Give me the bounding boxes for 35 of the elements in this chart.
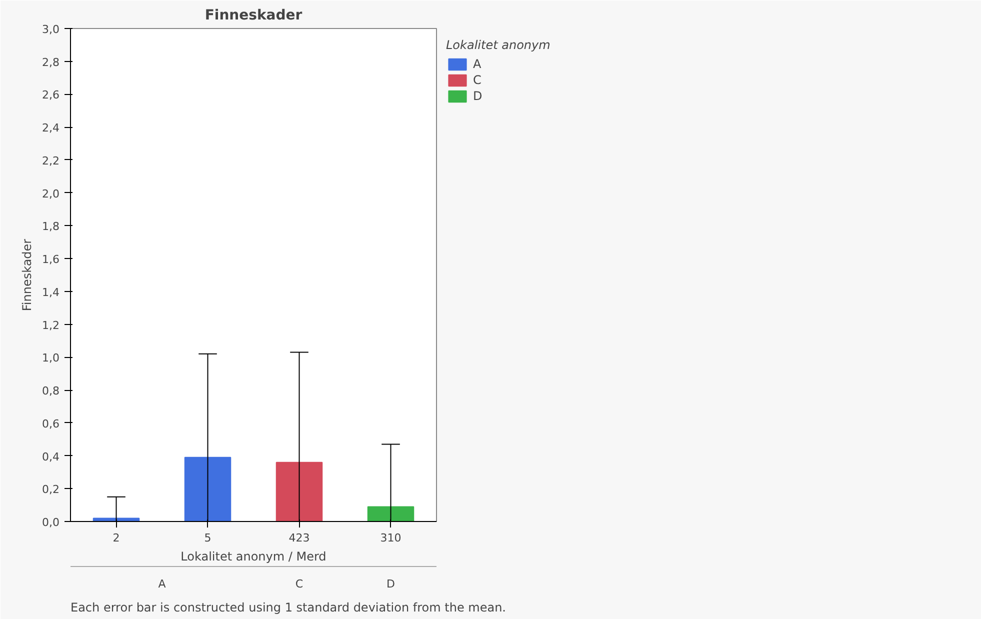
x-tick-label: 5	[204, 532, 212, 544]
text: Each error bar is constructed using 1 standard deviation from the mean.	[70, 600, 506, 614]
y-tick-label: 0,2	[42, 483, 60, 496]
x-tick-label: 423	[288, 532, 310, 544]
text: D	[386, 578, 395, 590]
y-tick-label: 2,0	[42, 187, 60, 200]
text: A	[158, 578, 166, 590]
chart-title: Finneskader	[204, 8, 302, 24]
legend-label: C	[473, 73, 482, 87]
x-axis-title: Lokalitet anonym / Merd	[180, 550, 326, 564]
y-tick-label: 1,2	[42, 318, 60, 332]
y-axis-title: Finneskader	[20, 238, 34, 312]
y-tick-label: 1,6	[42, 253, 60, 266]
y-tick-label: 2,6	[42, 88, 60, 102]
y-tick-label: 2,4	[42, 122, 60, 135]
y-tick-label: 1,4	[42, 286, 60, 299]
y-tick-label: 1,0	[42, 352, 60, 365]
bar	[184, 456, 232, 522]
y-tick-label: 0,0	[42, 516, 60, 529]
legend-label: D	[473, 89, 484, 103]
y-tick-label: 2,2	[42, 154, 60, 168]
x-tick-label: 310	[380, 532, 402, 544]
y-tick-label: 3,0	[42, 23, 60, 36]
y-tick-label: 0,6	[42, 417, 60, 430]
legend-title: Lokalitet anonym	[446, 38, 550, 52]
y-tick-label: 2,8	[42, 56, 60, 69]
y-tick-label: 1,8	[42, 220, 60, 234]
text: C	[295, 578, 304, 590]
legend-label: A	[473, 57, 482, 71]
bar	[276, 462, 323, 522]
bar	[92, 518, 140, 522]
x-tick-label: 2	[112, 532, 120, 544]
y-tick-label: 0,8	[42, 384, 60, 398]
y-tick-label: 0,4	[42, 450, 60, 464]
bar	[367, 506, 414, 522]
